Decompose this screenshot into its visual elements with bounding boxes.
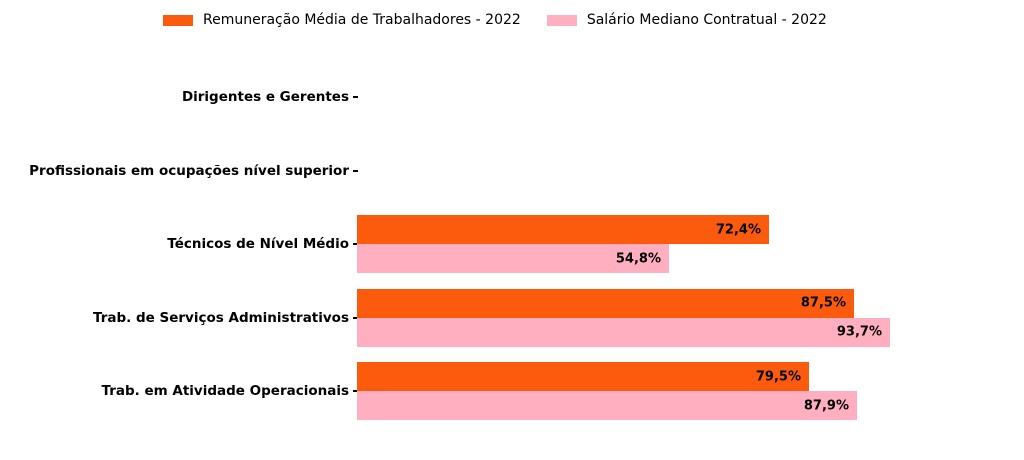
category-label: Profissionais em ocupações nível superio… [29, 162, 349, 179]
bar-remuneracao-media: 87,5% [357, 288, 854, 318]
bar-value-label: 87,9% [803, 398, 849, 413]
category-label: Trab. de Serviços Administrativos [93, 309, 349, 326]
y-axis-tick [353, 316, 358, 319]
bar-value-label: 79,5% [755, 369, 801, 384]
category-label: Técnicos de Nível Médio [167, 236, 349, 252]
legend-label-remuneracao: Remuneração Média de Trabalhadores - 202… [203, 12, 521, 28]
bar-value-label: 54,8% [615, 251, 661, 266]
bar-value-label: 93,7% [836, 324, 882, 340]
chart-legend: Remuneração Média de Trabalhadores - 202… [163, 12, 827, 28]
legend-swatch-salario [546, 14, 577, 26]
y-axis-tick [353, 390, 358, 392]
legend-item-salario: Salário Mediano Contratual - 2022 [546, 12, 827, 28]
y-axis-tick [353, 243, 358, 245]
bar-value-label: 87,5% [800, 295, 846, 311]
category-label: Dirigentes e Gerentes [181, 89, 349, 105]
bar-salario-mediano: 54,8% [357, 244, 669, 273]
y-axis-tick [353, 169, 358, 172]
legend-label-salario: Salário Mediano Contratual - 2022 [586, 12, 827, 28]
bar-salario-mediano: 93,7% [357, 317, 890, 347]
bar-salario-mediano: 87,9% [357, 391, 857, 420]
bar-value-label: 72,4% [715, 222, 761, 237]
legend-item-remuneracao: Remuneração Média de Trabalhadores - 202… [163, 12, 521, 28]
category-label: Trab. em Atividade Operacionais [101, 383, 349, 399]
bar-remuneracao-media: 72,4% [357, 215, 769, 244]
legend-swatch-remuneracao [163, 14, 193, 26]
bar-remuneracao-media: 79,5% [357, 362, 809, 391]
y-axis-tick [353, 96, 358, 98]
